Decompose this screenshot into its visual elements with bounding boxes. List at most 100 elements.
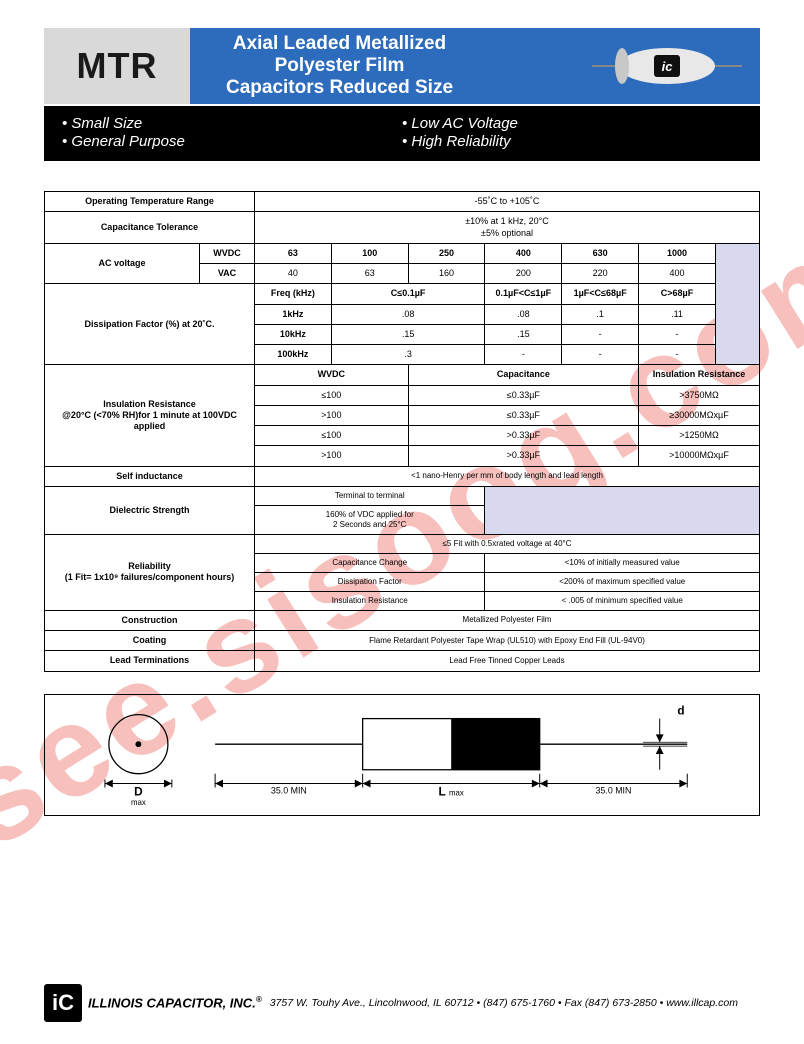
- dimension-diagram: D max L max 35.0 MIN 35.0 MIN d: [44, 694, 760, 816]
- spec-label: Operating Temperature Range: [45, 192, 255, 212]
- cell: 63: [331, 264, 408, 284]
- cell: -: [485, 345, 562, 365]
- feature-col-right: Low AC Voltage High Reliability: [402, 114, 742, 151]
- cell: 250: [408, 243, 485, 263]
- page-footer: iC ILLINOIS CAPACITOR, INC.® 3757 W. Tou…: [44, 984, 760, 1022]
- page-container: MTR Axial Leaded Metallized Polyester Fi…: [0, 0, 804, 816]
- spec-label: Reliability (1 Fit= 1x10⁹ failures/compo…: [45, 534, 255, 610]
- company-name: ILLINOIS CAPACITOR, INC.®: [88, 995, 262, 1010]
- table-row: Insulation Resistance @20°C (<70% RH)for…: [45, 365, 760, 385]
- cell: 40: [255, 264, 332, 284]
- cell: 400: [639, 264, 716, 284]
- header-band: MTR Axial Leaded Metallized Polyester Fi…: [44, 28, 760, 104]
- cell: -: [562, 345, 639, 365]
- table-row: Self inductance <1 nano-Henry per mm of …: [45, 466, 760, 486]
- table-row: Operating Temperature Range -55˚C to +10…: [45, 192, 760, 212]
- table-row: Capacitance Tolerance ±10% at 1 kHz, 20°…: [45, 212, 760, 244]
- svg-text:ic: ic: [662, 59, 674, 74]
- cell: -: [639, 324, 716, 344]
- cell: Insulation Resistance: [255, 591, 485, 610]
- cell: ≤100: [255, 385, 409, 405]
- cell: WVDC: [255, 365, 409, 385]
- title-line: Axial Leaded Metallized: [233, 33, 446, 54]
- title-line: Capacitors Reduced Size: [226, 77, 453, 98]
- spec-label: Capacitance Tolerance: [45, 212, 255, 244]
- spec-sublabel: VAC: [200, 264, 255, 284]
- cell: ≤5 Fit with 0.5xrated voltage at 40°C: [255, 534, 760, 553]
- svg-text:d: d: [677, 703, 684, 717]
- cell: >1250MΩ: [639, 426, 760, 446]
- cell: .1: [562, 304, 639, 324]
- cell: >100: [255, 446, 409, 466]
- cell: >0.33µF: [408, 446, 638, 466]
- cell: 100: [331, 243, 408, 263]
- svg-text:35.0 MIN: 35.0 MIN: [271, 785, 307, 795]
- shade-cell: [485, 486, 760, 534]
- cell: 400: [485, 243, 562, 263]
- capacitor-graphic: ic: [592, 43, 742, 89]
- feature-item: Small Size: [62, 115, 402, 132]
- cell: C>68µF: [639, 284, 716, 304]
- cell: .08: [485, 304, 562, 324]
- table-row: Dissipation Factor (%) at 20˚C. Freq (kH…: [45, 284, 760, 304]
- title-line: Polyester Film: [275, 55, 405, 76]
- spec-label: Dissipation Factor (%) at 20˚C.: [45, 284, 255, 365]
- cell: < .005 of minimum specified value: [485, 591, 760, 610]
- feature-item: General Purpose: [62, 133, 402, 150]
- cell: 1kHz: [255, 304, 332, 324]
- spec-value: Lead Free Tinned Copper Leads: [255, 651, 760, 671]
- spec-sublabel: WVDC: [200, 243, 255, 263]
- spec-label: Lead Terminations: [45, 651, 255, 671]
- shade-cell: [715, 243, 759, 365]
- cell: 63: [255, 243, 332, 263]
- cell: -: [562, 324, 639, 344]
- table-row: Reliability (1 Fit= 1x10⁹ failures/compo…: [45, 534, 760, 553]
- spec-label: Dielectric Strength: [45, 486, 255, 534]
- spec-label: Insulation Resistance @20°C (<70% RH)for…: [45, 365, 255, 466]
- spec-label: Self inductance: [45, 466, 255, 486]
- cell: .11: [639, 304, 716, 324]
- svg-text:35.0 MIN: 35.0 MIN: [596, 785, 632, 795]
- cell: .3: [331, 345, 485, 365]
- cell: .15: [331, 324, 485, 344]
- cell: ≥30000MΩxµF: [639, 405, 760, 425]
- cell: >0.33µF: [408, 426, 638, 446]
- part-code: MTR: [44, 28, 190, 104]
- cell: Terminal to terminal: [255, 486, 485, 505]
- svg-text:max: max: [131, 798, 146, 807]
- cell: <10% of initially measured value: [485, 553, 760, 572]
- cell: Freq (kHz): [255, 284, 332, 304]
- cell: 200: [485, 264, 562, 284]
- cell: 10kHz: [255, 324, 332, 344]
- feature-col-left: Small Size General Purpose: [62, 114, 402, 151]
- cell: .15: [485, 324, 562, 344]
- table-row: Dielectric Strength Terminal to terminal: [45, 486, 760, 505]
- table-row: Construction Metallized Polyester Film: [45, 610, 760, 630]
- cell: <200% of maximum specified value: [485, 572, 760, 591]
- spec-table: Operating Temperature Range -55˚C to +10…: [44, 191, 760, 672]
- cell: 0.1µF<C≤1µF: [485, 284, 562, 304]
- spec-label: AC voltage: [45, 243, 200, 284]
- table-row: Lead Terminations Lead Free Tinned Coppe…: [45, 651, 760, 671]
- spec-value: ±10% at 1 kHz, 20°C±5% optional: [255, 212, 760, 244]
- spec-value: -55˚C to +105˚C: [255, 192, 760, 212]
- feature-band: Small Size General Purpose Low AC Voltag…: [44, 106, 760, 161]
- product-title: Axial Leaded Metallized Polyester Film C…: [226, 33, 453, 99]
- svg-text:L max: L max: [439, 784, 464, 798]
- spec-value: Flame Retardant Polyester Tape Wrap (UL5…: [255, 631, 760, 651]
- cell: ≤100: [255, 426, 409, 446]
- table-row: AC voltage WVDC 63 100 250 400 630 1000: [45, 243, 760, 263]
- cell: >100: [255, 405, 409, 425]
- table-row: Coating Flame Retardant Polyester Tape W…: [45, 631, 760, 651]
- cell: ≤0.33µF: [408, 405, 638, 425]
- feature-item: Low AC Voltage: [402, 115, 742, 132]
- cell: 100kHz: [255, 345, 332, 365]
- company-logo: iC: [44, 984, 82, 1022]
- cell: >10000MΩxµF: [639, 446, 760, 466]
- cell: Capacitance Change: [255, 553, 485, 572]
- cell: 1000: [639, 243, 716, 263]
- spec-label: Construction: [45, 610, 255, 630]
- cell: .08: [331, 304, 485, 324]
- cell: 220: [562, 264, 639, 284]
- title-box: Axial Leaded Metallized Polyester Film C…: [190, 28, 760, 104]
